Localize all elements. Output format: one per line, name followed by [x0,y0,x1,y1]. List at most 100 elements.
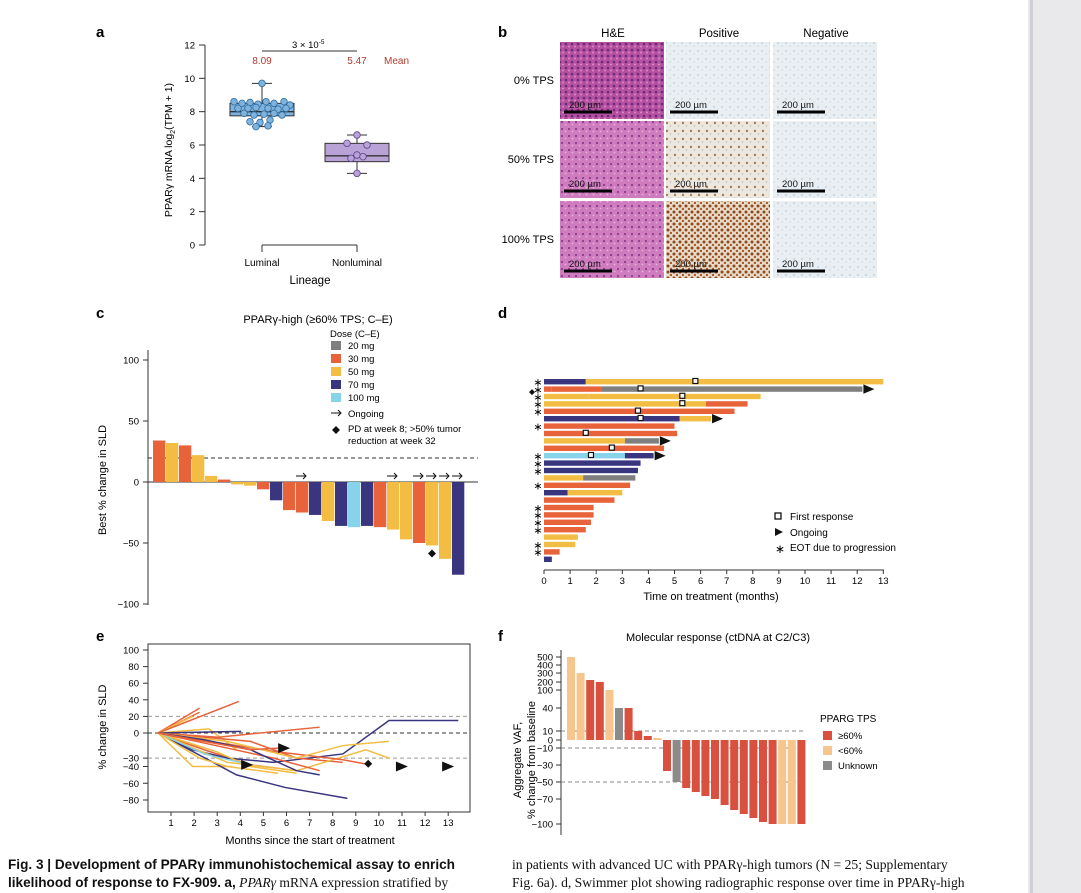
c-pd-marker [428,549,436,558]
c-bar [361,482,374,526]
panel-letter-d: d [498,305,507,322]
f-y-tick-label: 300 [537,669,553,680]
a-point [264,122,272,130]
a-point [270,99,278,108]
b-micrograph-tile [666,42,770,119]
b-scale-label: 200 µm [675,259,707,270]
c-bar [270,482,283,501]
d-first-response [637,414,644,422]
f-legend-swatch-unk [823,761,832,770]
a-point [353,131,361,139]
c-bar [335,482,348,526]
f-title: Molecular response (ctDNA at C2/C3) [626,632,810,644]
f-y-tick-label: 200 [537,678,553,689]
e-x-tick-label: 3 [215,818,220,829]
d-eot-marker: ∗ [533,392,542,404]
caption-gene: PPARγ [239,875,276,890]
a-point [260,110,268,118]
d-x-ticks: 0 1 2 3 4 5 6 7 8 9 10 11 12 13 [541,570,889,587]
b-scale-label: 200 µm [569,259,601,270]
f-y-tick-label: −30 [537,761,553,772]
e-x-label: Months since the start of treatment [225,835,394,847]
d-x-tick-label: 7 [724,576,729,587]
e-ongoing-arrow [241,759,254,770]
e-x-tick-label: 8 [330,818,335,829]
window-scrollbar-strip[interactable] [1028,0,1081,893]
d-legend-first-response: First response [790,512,854,523]
d-lane-segment [544,386,552,392]
e-x-tick-label: 7 [307,818,312,829]
panel-letter-c: c [96,305,104,322]
caption-bold: Fig. 3 | Development of PPARγ immunohist… [8,857,455,890]
d-lane-segment [679,416,712,422]
a-point [250,111,258,119]
e-y-tick-label: −30 [123,754,139,765]
e-patient-line [157,732,279,751]
caption-left-rest: mRNA expression stratified by [279,875,449,890]
d-eot-marker: ∗ [533,503,542,515]
c-bar [231,482,244,485]
c-bar [179,445,192,482]
e-patient-line [157,732,390,759]
f-y-tick-label: −10 [537,744,553,755]
c-legend-swatch [331,341,341,350]
a-point [262,97,270,106]
panel-f: f Molecular response (ctDNA at C2/C3) Ag… [498,628,878,835]
e-pd-marker [364,759,373,768]
c-legend-pd-marker [332,426,340,434]
c-bar [452,482,465,575]
d-ongoing-arrow [712,414,724,424]
a-point [353,169,361,178]
d-eot-marker: ∗ [533,481,542,493]
c-bar [374,482,387,528]
d-legend-eot-marker: ∗ [775,542,785,556]
d-first-response [637,385,644,392]
f-bar [653,738,662,740]
panel-letter-b: b [498,24,507,41]
f-y-label-1: Aggregate VAF, [512,722,524,798]
f-y-tick-label: −100 [532,820,553,831]
a-x-cat-nonluminal: Nonluminal [332,258,382,269]
d-pd-marker [529,389,535,396]
d-lane-segment [544,556,552,562]
d-x-tick-label: 4 [646,576,651,587]
f-waterfall-bars [567,657,806,824]
f-bar [787,740,796,824]
f-bar [586,680,595,740]
panel-c: c PPARγ-high (≥60% TPS; C–E) Dose (C–E) … [96,305,478,611]
c-legend-label: 70 mg [348,380,374,391]
e-y-tick-label: −60 [123,779,139,790]
f-bar [778,740,787,824]
a-point [258,79,266,88]
d-eot-marker: ∗ [533,458,542,470]
f-bar [615,708,623,740]
d-x-tick-label: 2 [594,576,599,587]
d-x-tick-label: 5 [672,576,677,587]
e-y-tick-label: −40 [123,762,139,773]
a-mean-luminal: 8.09 [252,56,272,67]
c-bar [439,482,452,559]
f-bar [797,740,806,824]
c-bar [387,482,400,530]
a-pvalue: 3 × 10-5 [292,39,325,51]
d-x-tick-label: 12 [852,576,863,587]
e-x-ticks: 1 2 3 4 5 6 7 8 9 10 11 12 13 [168,812,453,829]
d-lane-segment [544,423,675,429]
b-scale-label: 200 µm [569,100,601,111]
e-y-tick-label: 60 [128,679,139,690]
f-y-tick-label: 0 [548,736,553,747]
e-y-tick-label: 80 [128,662,139,673]
d-lane-segment [544,549,560,555]
f-bar [759,740,767,822]
c-legend-swatch [331,367,341,376]
panel-letter-e: e [96,628,104,645]
d-lane-segment [551,386,602,392]
f-legend-pos: ≥60% [838,731,863,742]
e-patient-line [157,732,343,764]
a-point [234,104,242,113]
e-patient-line [157,732,297,774]
a-y-tick-label: 12 [184,41,195,52]
c-y-tick-label: −100 [118,600,139,611]
d-eot-marker: ∗ [533,510,542,522]
